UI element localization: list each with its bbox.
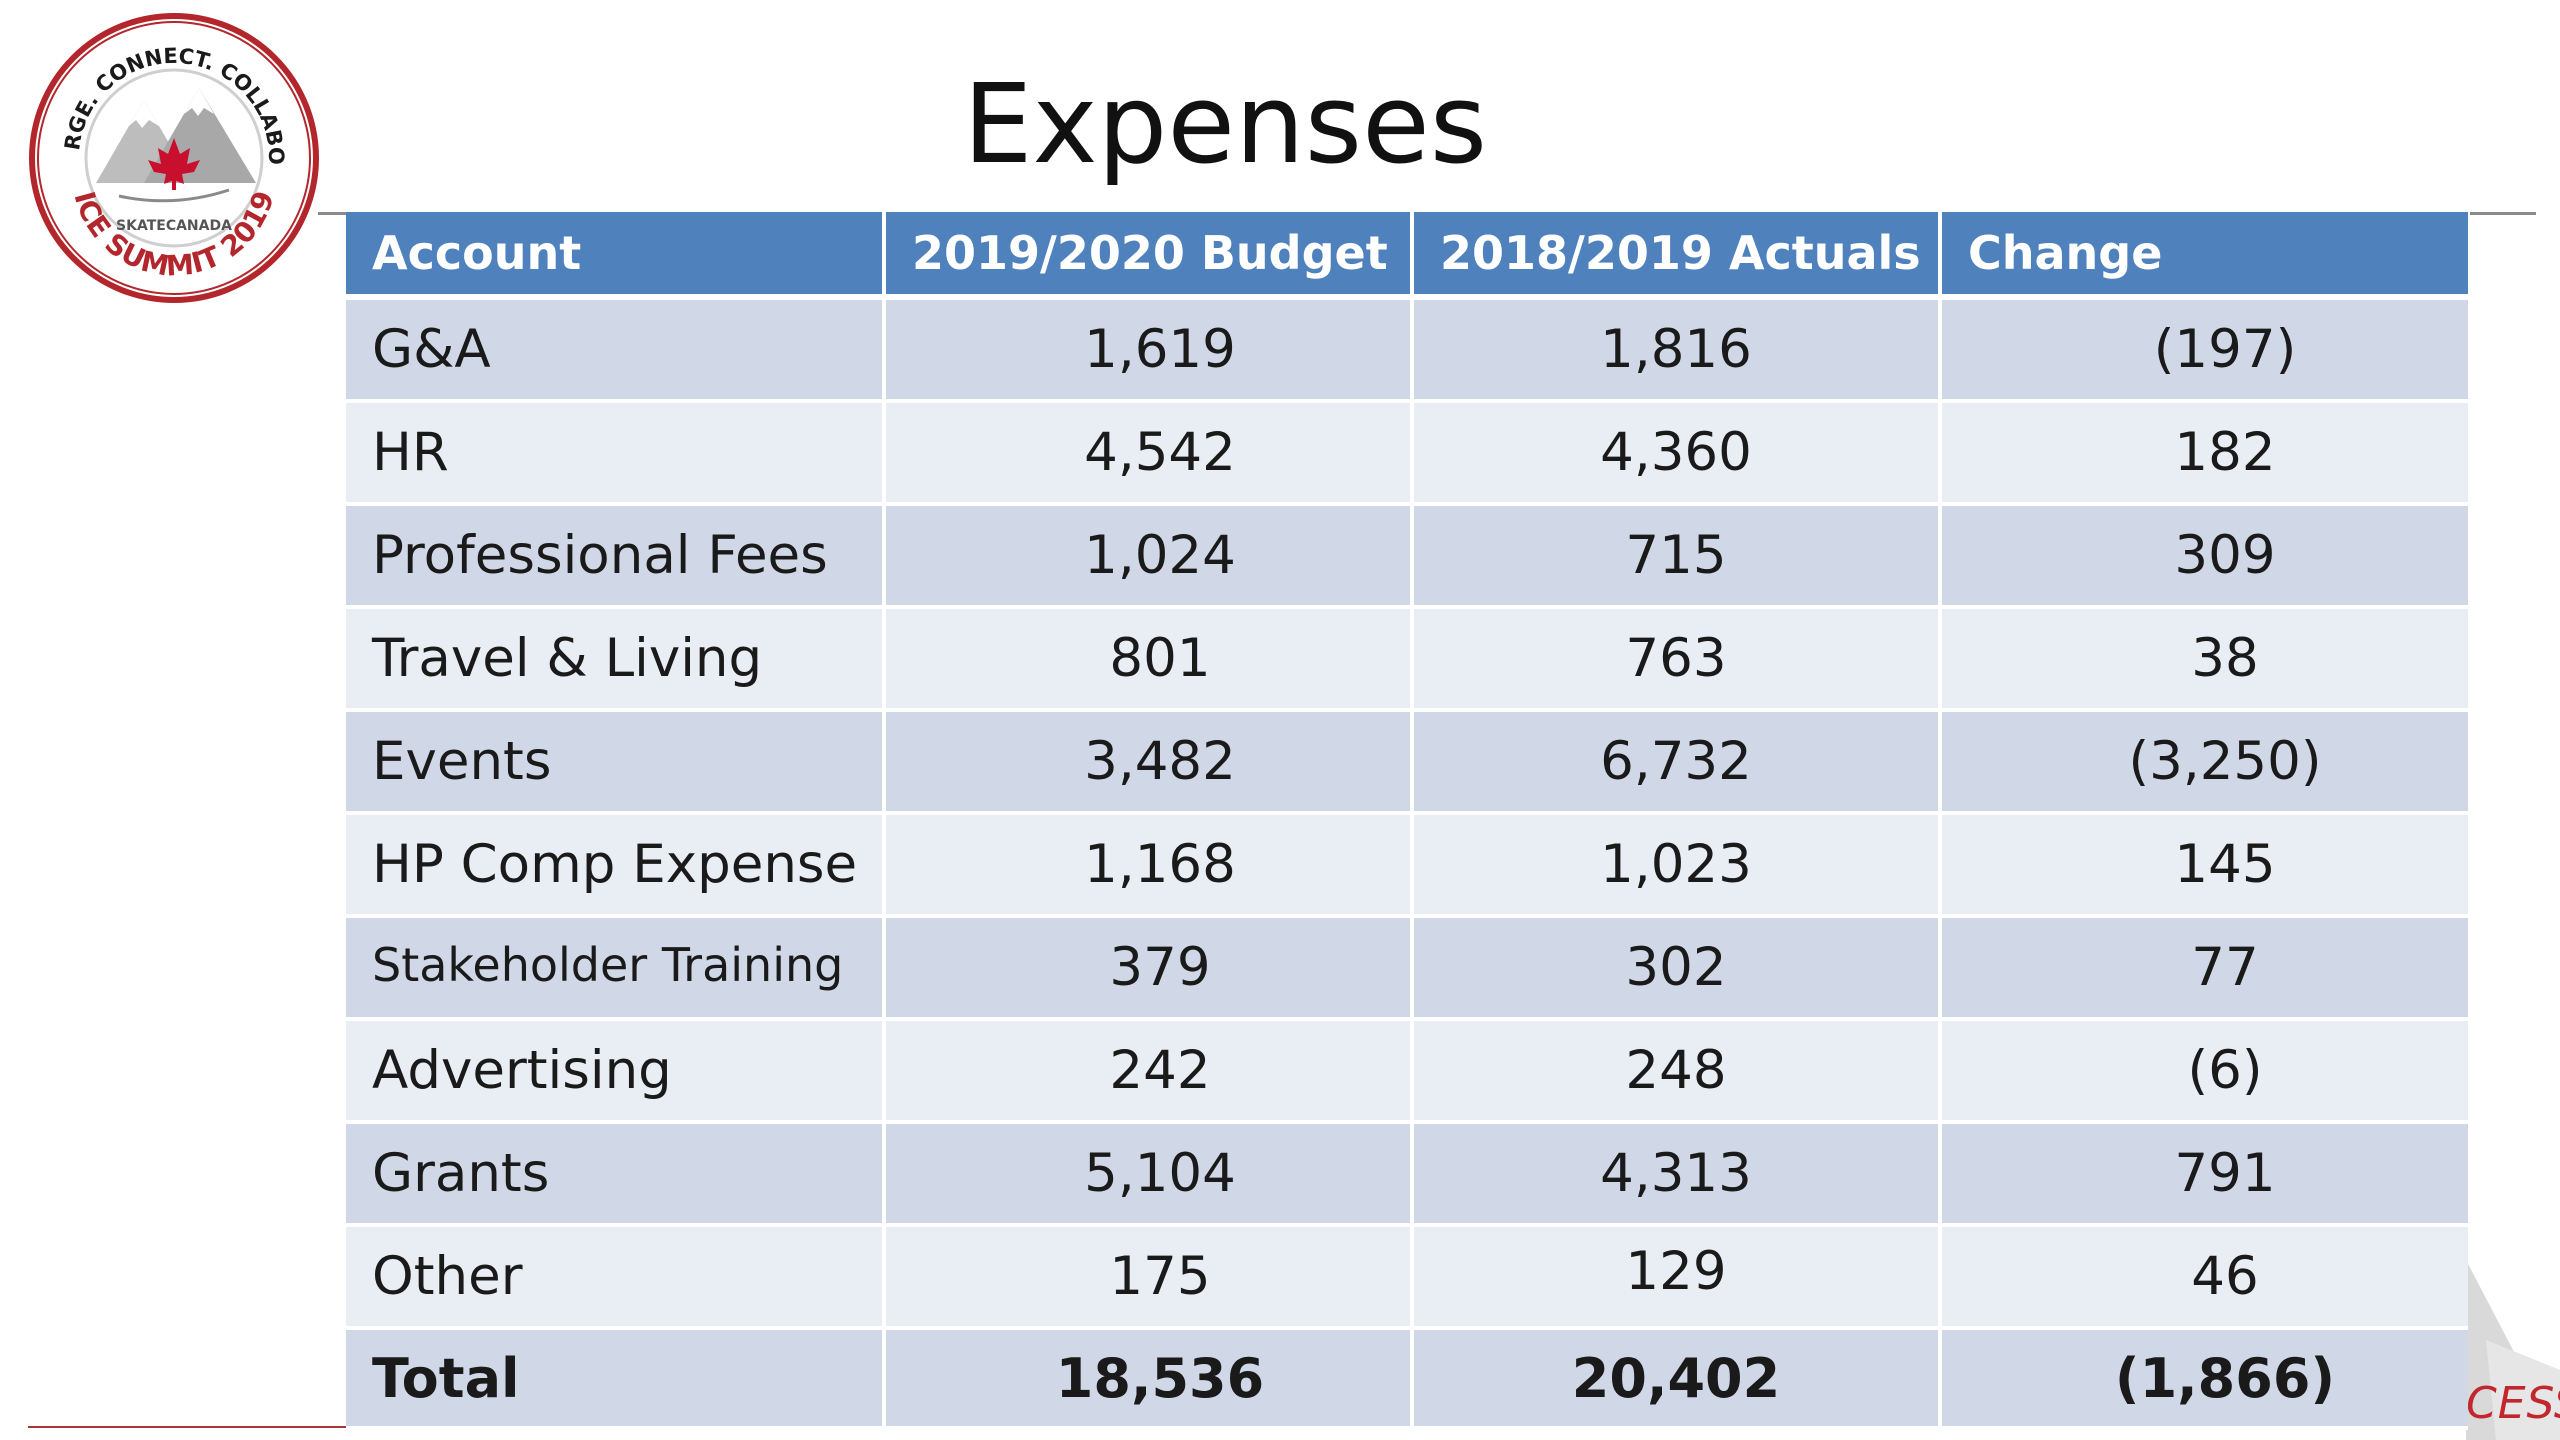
actuals-cell: 6,732 [1414, 712, 1942, 815]
header-budget: 2019/2020 Budget [886, 212, 1414, 300]
budget-cell: 1,168 [886, 815, 1414, 918]
expenses-table-container: Account 2019/2020 Budget 2018/2019 Actua… [346, 212, 2468, 1430]
table-row: HR 4,542 4,360 182 [346, 403, 2468, 506]
total-actuals-cell: 20,402 [1414, 1330, 1942, 1430]
account-cell: Events [346, 712, 886, 815]
ice-summit-logo: SKATECANADA CONVERGE. CONNECT. COLLABORA… [24, 8, 324, 308]
actuals-cell: 715 [1414, 506, 1942, 609]
header-account: Account [346, 212, 886, 300]
account-cell: Advertising [346, 1021, 886, 1124]
budget-cell: 5,104 [886, 1124, 1414, 1227]
table-row: Grants 5,104 4,313 791 [346, 1124, 2468, 1227]
expenses-table: Account 2019/2020 Budget 2018/2019 Actua… [346, 212, 2468, 1430]
account-cell: Travel & Living [346, 609, 886, 712]
divider-bottom-left [28, 1426, 346, 1428]
table-row: Travel & Living 801 763 38 [346, 609, 2468, 712]
actuals-cell: 4,360 [1414, 403, 1942, 506]
logo-emblem: SKATECANADA CONVERGE. CONNECT. COLLABORA… [24, 8, 319, 303]
actuals-cell: 302 [1414, 918, 1942, 1021]
table-row: HP Comp Expense 1,168 1,023 145 [346, 815, 2468, 918]
account-cell: G&A [346, 300, 886, 403]
change-cell: 46 [1942, 1227, 2468, 1330]
slide-title-text: Expenses [962, 60, 1488, 188]
account-cell: Other [346, 1227, 886, 1330]
corner-slogan-text: CESS [2466, 1378, 2560, 1429]
change-cell: 309 [1942, 506, 2468, 609]
budget-cell: 1,024 [886, 506, 1414, 609]
budget-cell: 801 [886, 609, 1414, 712]
logo-brand-text: SKATECANADA [116, 218, 232, 234]
budget-cell: 3,482 [886, 712, 1414, 815]
account-cell: Stakeholder Training [346, 918, 886, 1021]
actuals-cell: 4,313 [1414, 1124, 1942, 1227]
table-header-row: Account 2019/2020 Budget 2018/2019 Actua… [346, 212, 2468, 300]
table-row: Events 3,482 6,732 (3,250) [346, 712, 2468, 815]
account-cell: Professional Fees [346, 506, 886, 609]
change-cell: (3,250) [1942, 712, 2468, 815]
table-row: G&A 1,619 1,816 (197) [346, 300, 2468, 403]
change-cell: 182 [1942, 403, 2468, 506]
change-cell: 38 [1942, 609, 2468, 712]
actuals-cell: 248 [1414, 1021, 1942, 1124]
budget-cell: 4,542 [886, 403, 1414, 506]
actuals-cell: 1,023 [1414, 815, 1942, 918]
table-row: Other 175 129 46 [346, 1227, 2468, 1330]
table-row: Stakeholder Training 379 302 77 [346, 918, 2468, 1021]
table-row: Advertising 242 248 (6) [346, 1021, 2468, 1124]
change-cell: 145 [1942, 815, 2468, 918]
total-account-cell: Total [346, 1330, 886, 1430]
change-cell: (6) [1942, 1021, 2468, 1124]
actuals-cell: 1,816 [1414, 300, 1942, 403]
change-cell: 791 [1942, 1124, 2468, 1227]
account-cell: Grants [346, 1124, 886, 1227]
budget-cell: 175 [886, 1227, 1414, 1330]
budget-cell: 242 [886, 1021, 1414, 1124]
slide-title: Expenses [0, 60, 2460, 188]
total-change-cell: (1,866) [1942, 1330, 2468, 1430]
mountain-decoration-icon [2466, 1260, 2560, 1440]
change-cell: (197) [1942, 300, 2468, 403]
divider-top-left [318, 212, 346, 215]
account-cell: HP Comp Expense [346, 815, 886, 918]
actuals-cell: 129 [1414, 1227, 1942, 1330]
budget-cell: 1,619 [886, 300, 1414, 403]
total-budget-cell: 18,536 [886, 1330, 1414, 1430]
header-actuals: 2018/2019 Actuals [1414, 212, 1942, 300]
table-total-row: Total 18,536 20,402 (1,866) [346, 1330, 2468, 1430]
table-row: Professional Fees 1,024 715 309 [346, 506, 2468, 609]
budget-cell: 379 [886, 918, 1414, 1021]
header-change: Change [1942, 212, 2468, 300]
divider-top-right [2470, 212, 2536, 215]
account-cell: HR [346, 403, 886, 506]
maple-leaf-icon [148, 138, 200, 190]
actuals-cell: 763 [1414, 609, 1942, 712]
change-cell: 77 [1942, 918, 2468, 1021]
